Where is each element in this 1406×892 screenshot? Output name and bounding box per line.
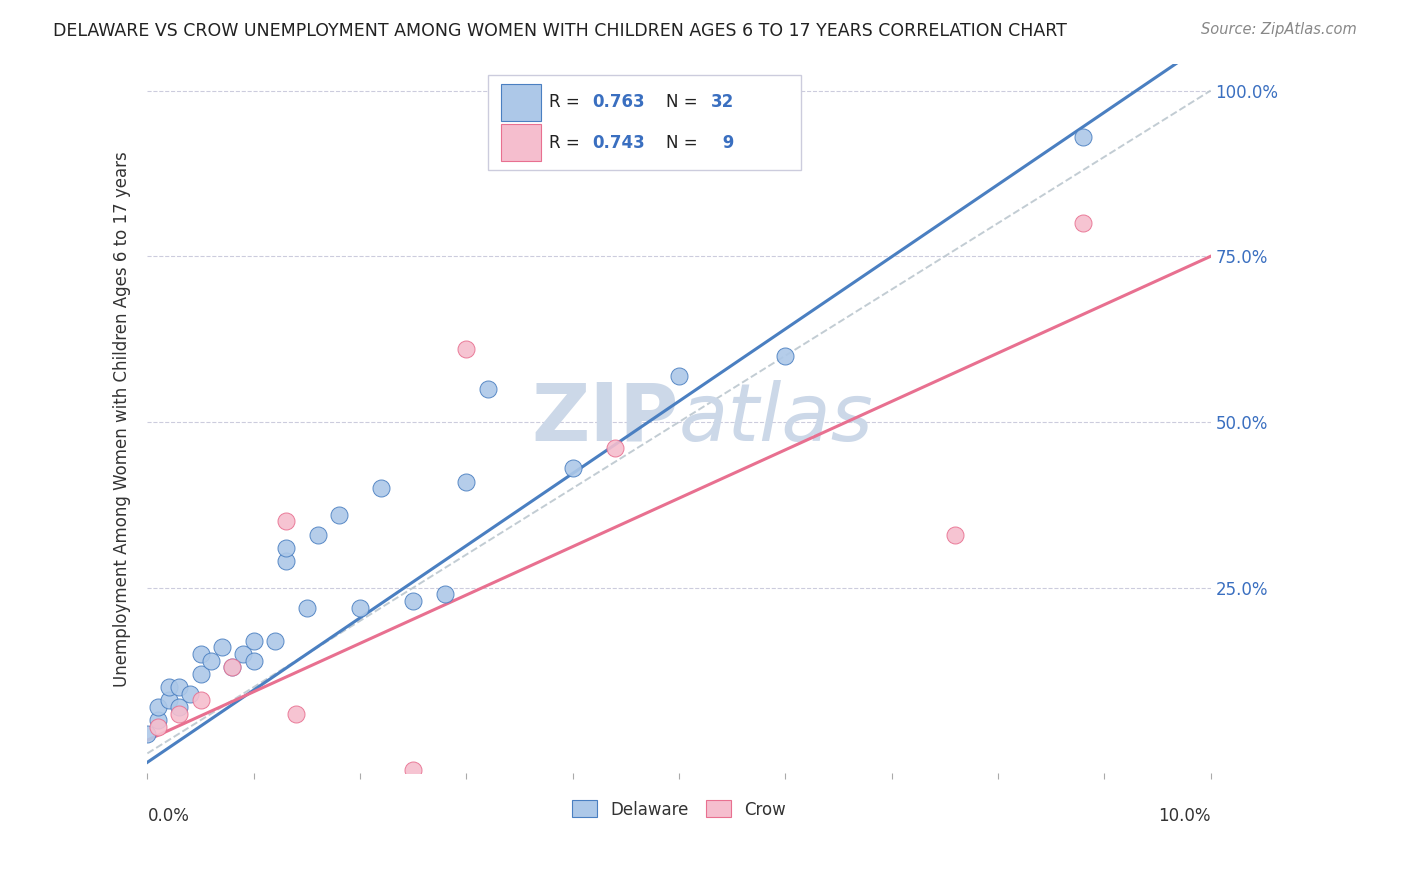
Point (179, 687, 201, 701)
Point (242, 633, 264, 648)
Y-axis label: Unemployment Among Women with Children Ages 6 to 17 years: Unemployment Among Women with Children A… (114, 151, 131, 687)
Point (402, 594, 425, 608)
Point (169, 700, 191, 714)
Text: DELAWARE VS CROW UNEMPLOYMENT AMONG WOMEN WITH CHILDREN AGES 6 TO 17 YEARS CORRE: DELAWARE VS CROW UNEMPLOYMENT AMONG WOME… (53, 22, 1067, 40)
Point (169, 706, 191, 721)
Point (1071, 216, 1094, 230)
Legend: Delaware, Crow: Delaware, Crow (565, 794, 793, 825)
Point (146, 700, 169, 714)
Point (157, 693, 180, 707)
Point (307, 527, 329, 541)
Point (274, 515, 297, 529)
FancyBboxPatch shape (502, 84, 541, 120)
Point (190, 693, 212, 707)
Point (190, 666, 212, 681)
Point (136, 726, 159, 740)
Text: 0.763: 0.763 (592, 94, 644, 112)
Point (477, 382, 499, 396)
Point (349, 600, 371, 615)
Point (668, 368, 690, 383)
Point (295, 600, 318, 615)
Text: 32: 32 (711, 94, 734, 112)
Text: N =: N = (666, 94, 703, 112)
Text: 10.0%: 10.0% (1159, 807, 1211, 825)
Text: Source: ZipAtlas.com: Source: ZipAtlas.com (1201, 22, 1357, 37)
Point (402, 763, 425, 777)
Point (169, 680, 191, 694)
Point (605, 442, 627, 456)
Point (190, 647, 212, 661)
Point (221, 660, 243, 674)
Point (211, 640, 233, 655)
FancyBboxPatch shape (488, 75, 801, 170)
Point (328, 508, 350, 522)
Point (456, 475, 478, 489)
Point (945, 527, 967, 541)
Point (370, 481, 392, 495)
Text: R =: R = (550, 94, 585, 112)
Point (264, 633, 287, 648)
Text: 0.743: 0.743 (592, 134, 644, 152)
Point (232, 647, 254, 661)
Text: 9: 9 (717, 134, 735, 152)
Text: ZIP: ZIP (531, 380, 679, 458)
Point (561, 461, 583, 475)
Point (274, 541, 297, 555)
Point (242, 654, 264, 668)
Text: R =: R = (550, 134, 585, 152)
Point (221, 660, 243, 674)
Point (456, 342, 478, 356)
Point (274, 554, 297, 568)
Point (434, 587, 457, 601)
Point (285, 706, 308, 721)
Point (200, 654, 222, 668)
Point (1071, 130, 1094, 145)
FancyBboxPatch shape (502, 124, 541, 161)
Point (775, 349, 797, 363)
Point (146, 720, 169, 734)
Text: 0.0%: 0.0% (148, 807, 190, 825)
Point (146, 713, 169, 727)
Text: N =: N = (666, 134, 703, 152)
Point (157, 680, 180, 694)
Text: atlas: atlas (679, 380, 873, 458)
